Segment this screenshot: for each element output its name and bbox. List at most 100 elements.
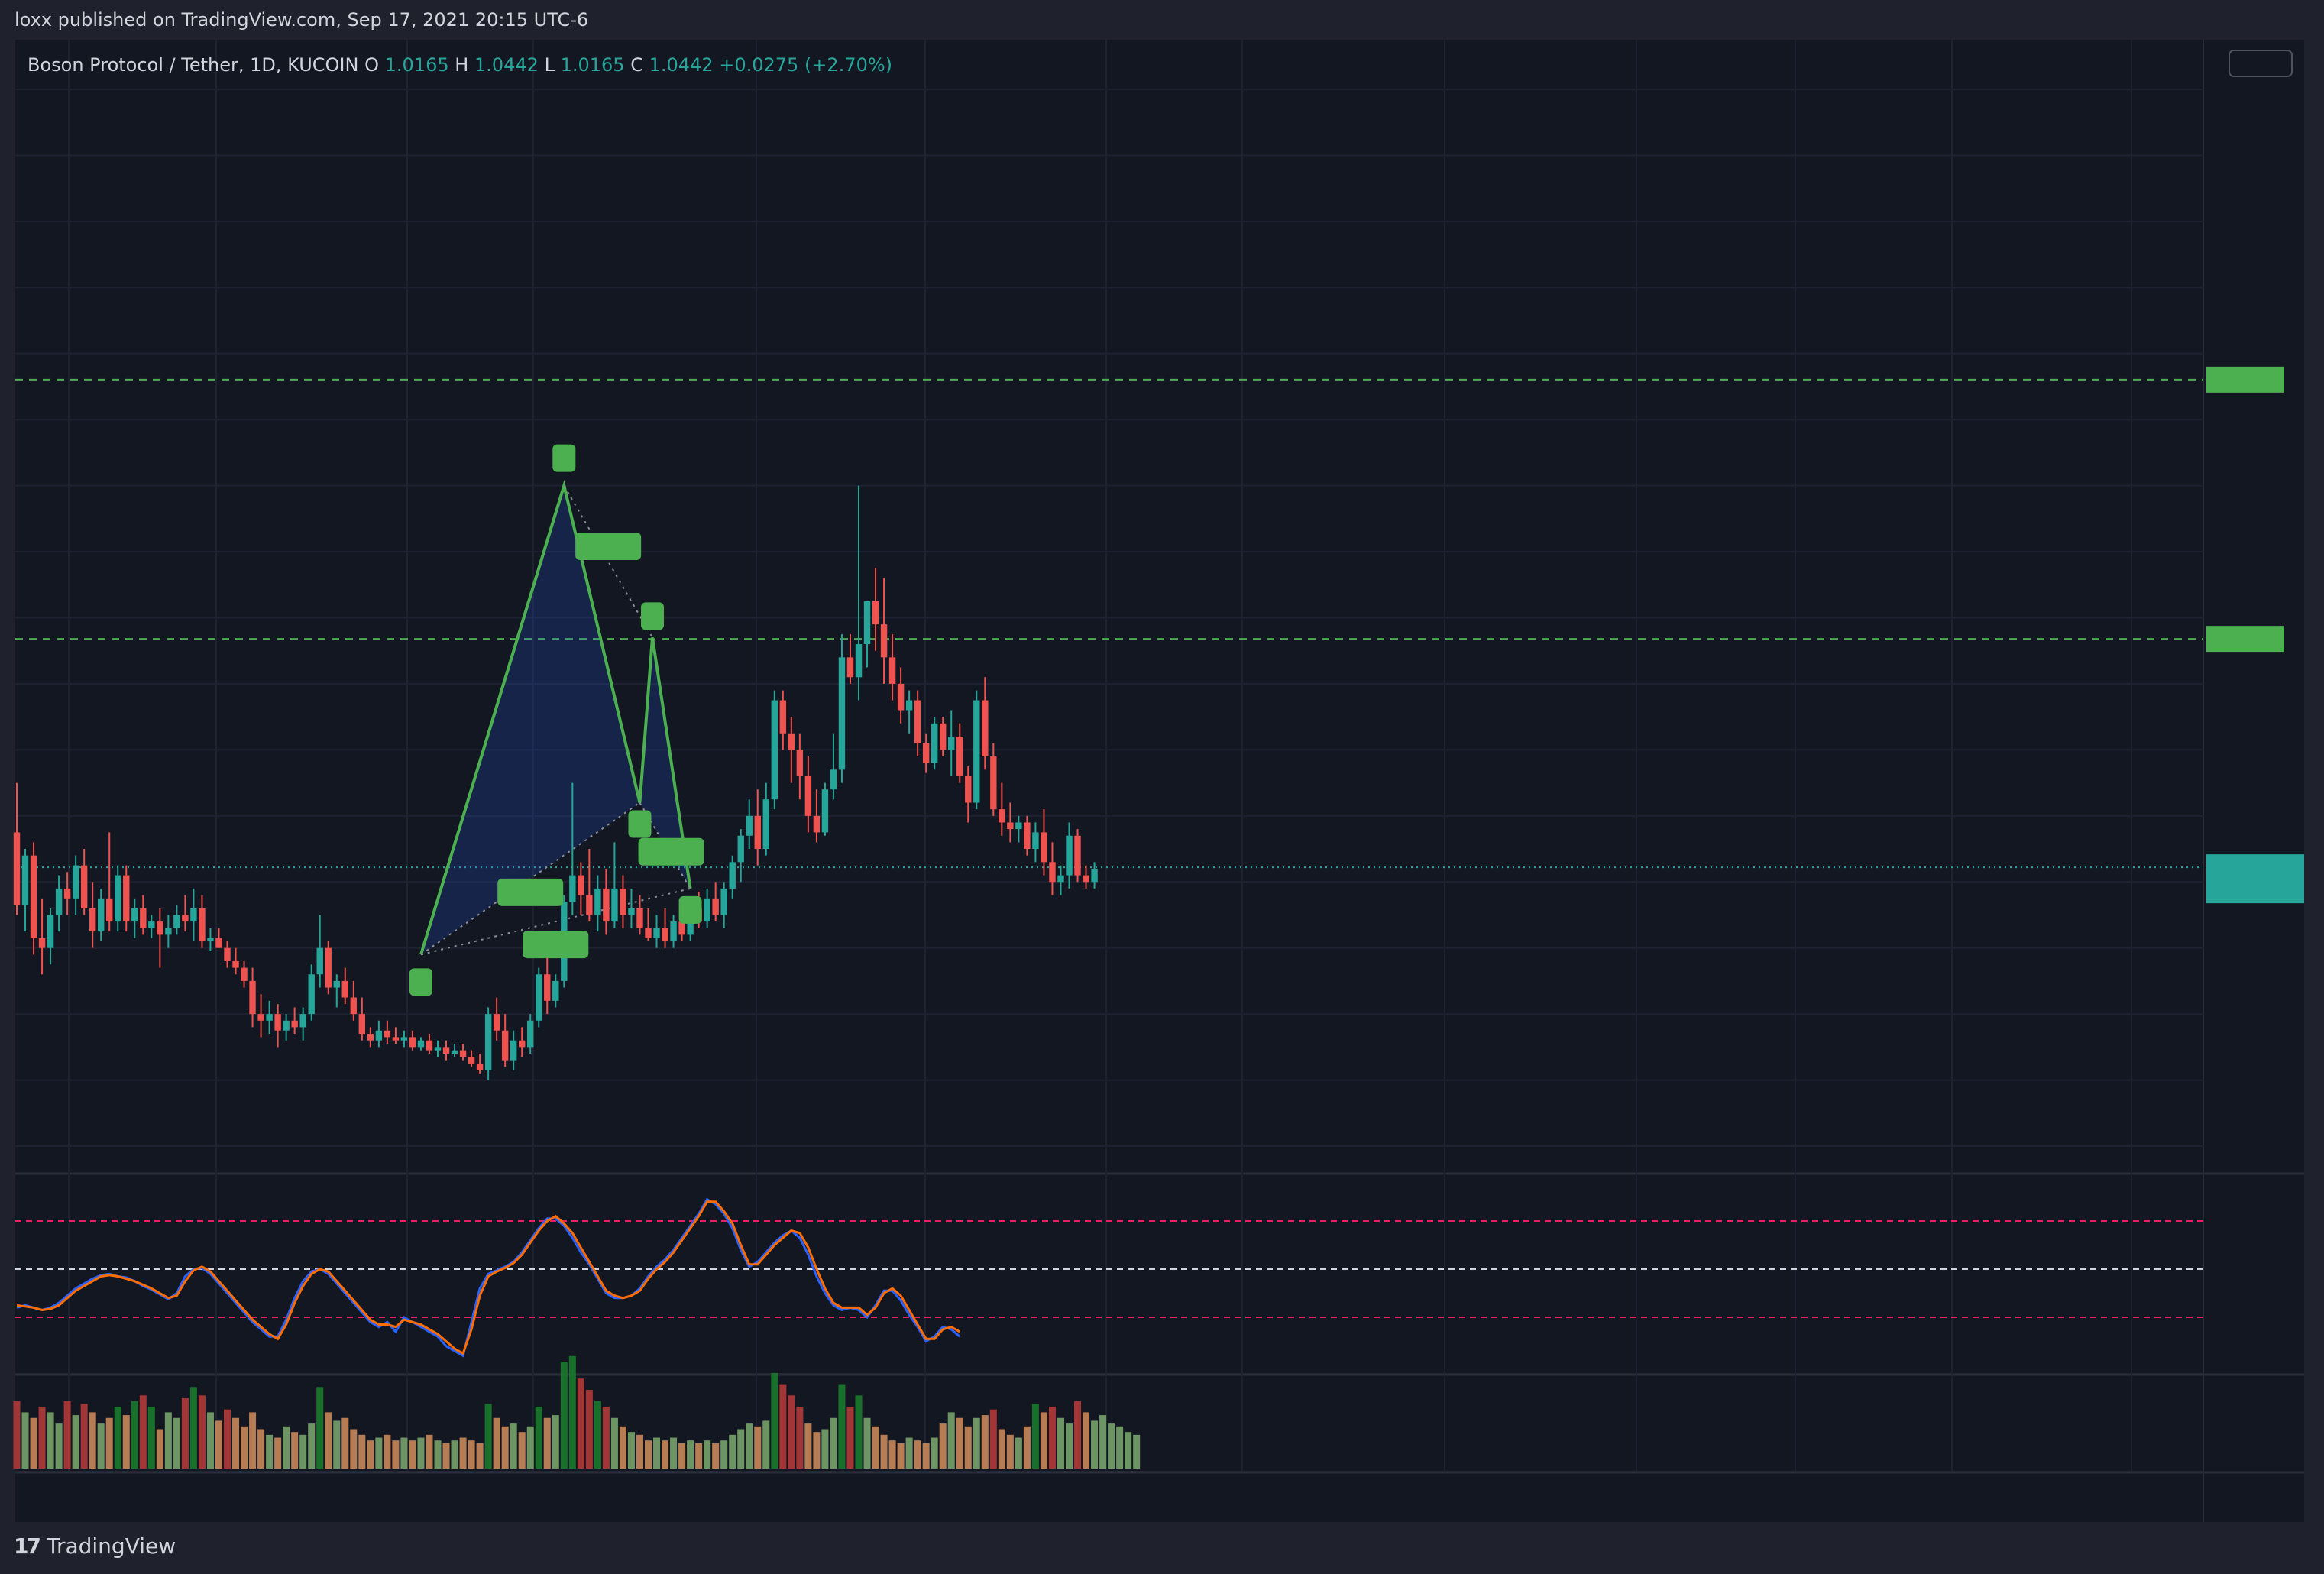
osc-blue-line	[16, 1197, 961, 1358]
candle-body	[914, 700, 921, 743]
volume-bar	[316, 1387, 324, 1469]
candle-body	[670, 921, 677, 942]
footer-bar	[0, 1522, 2324, 1574]
candle-body	[207, 938, 214, 942]
candle-body	[316, 947, 323, 975]
volume-bar	[577, 1378, 584, 1469]
volume-bar	[493, 1417, 500, 1469]
volume-bar	[350, 1429, 358, 1469]
volume-bar	[325, 1412, 332, 1469]
volume-bar	[266, 1434, 274, 1469]
volume-bar	[47, 1412, 54, 1469]
candle-body	[190, 908, 197, 922]
volume-bar	[156, 1429, 163, 1469]
candle-body	[544, 974, 551, 1001]
volume-bar	[21, 1412, 29, 1469]
last-price-tag-bg	[2206, 854, 2304, 904]
volume-bar	[880, 1434, 888, 1469]
candle-body	[89, 908, 96, 932]
volume-bar	[627, 1432, 635, 1469]
candle-body	[729, 862, 736, 889]
volume-bar	[526, 1426, 534, 1469]
candle-body	[400, 1037, 408, 1041]
candle-body	[224, 947, 231, 961]
candle-body	[476, 1063, 484, 1070]
candle-body	[628, 908, 635, 915]
candle-body	[274, 1014, 281, 1031]
ratio-label-xb-bg	[497, 878, 564, 906]
candle-body	[804, 776, 812, 816]
candle-body	[813, 815, 821, 833]
volume-bar	[1133, 1434, 1141, 1469]
candle-body	[1049, 862, 1056, 883]
time-axis-pane	[15, 1473, 2203, 1522]
volume-bar	[653, 1437, 661, 1469]
candle-body	[838, 657, 846, 770]
oscillator-pane	[15, 1174, 2203, 1373]
change-value: +0.0275 (+2.70%)	[719, 54, 892, 76]
candle-body	[931, 723, 938, 763]
volume-bar	[476, 1443, 484, 1469]
volume-bar	[468, 1440, 475, 1469]
candle-body	[451, 1050, 458, 1054]
candle-body	[266, 1014, 273, 1021]
price-pane	[15, 40, 2203, 1173]
volume-bar	[308, 1423, 316, 1469]
candle-body	[982, 700, 989, 757]
header-bar: loxx published on TradingView.com, Sep 1…	[0, 0, 2324, 40]
candle-body	[426, 1040, 433, 1051]
volume-bar	[518, 1432, 526, 1469]
candle-body	[527, 1020, 534, 1048]
pattern-label-x-bg	[409, 968, 432, 996]
candle-body	[830, 769, 837, 790]
tradingview-logo[interactable]: 17 TradingView	[14, 1534, 176, 1559]
volume-bar	[771, 1372, 778, 1469]
volume-bar	[712, 1443, 720, 1469]
volume-bar	[510, 1423, 517, 1469]
volume-bar	[30, 1417, 37, 1469]
volume-bar	[392, 1440, 400, 1469]
symbol-name: Boson Protocol / Tether, 1D, KUCOIN	[28, 54, 358, 76]
candle-body	[384, 1030, 391, 1038]
volume-bar	[198, 1395, 206, 1469]
candle-body	[1032, 832, 1039, 850]
volume-bar	[1040, 1412, 1047, 1469]
candle-body	[720, 888, 727, 915]
volume-bar	[105, 1417, 113, 1469]
volume-bar	[821, 1429, 829, 1469]
volume-bar	[552, 1415, 559, 1469]
candle-body	[965, 776, 972, 803]
volume-bar	[687, 1440, 694, 1469]
low-label: L	[545, 54, 555, 76]
volume-bar	[914, 1440, 921, 1469]
pattern-label-d-bg	[678, 895, 702, 924]
volume-bar	[442, 1443, 450, 1469]
volume-bar	[384, 1434, 391, 1469]
candle-body	[578, 875, 584, 895]
candle-body	[72, 865, 79, 899]
close-value: 1.0442	[649, 54, 714, 76]
candle-body	[308, 974, 315, 1015]
volume-bar	[358, 1434, 366, 1469]
volume-bar	[224, 1409, 231, 1469]
candle-body	[536, 974, 542, 1021]
candle-body	[249, 980, 256, 1015]
volume-bar	[695, 1443, 703, 1469]
candle-body	[762, 799, 769, 850]
volume-bar	[114, 1407, 121, 1469]
candle-body	[552, 980, 559, 1001]
candle-body	[653, 928, 660, 938]
candle-body	[999, 809, 1005, 823]
candle-body	[611, 888, 618, 922]
candle-body	[754, 815, 761, 850]
candle-body	[55, 888, 63, 915]
candle-body	[38, 938, 46, 948]
volume-bar	[1099, 1415, 1107, 1469]
candle-body	[131, 908, 138, 922]
volume-bar	[788, 1395, 795, 1469]
volume-bar	[947, 1412, 955, 1469]
open-label: O	[364, 54, 379, 76]
candle-body	[199, 908, 206, 942]
candle-body	[510, 1040, 517, 1061]
